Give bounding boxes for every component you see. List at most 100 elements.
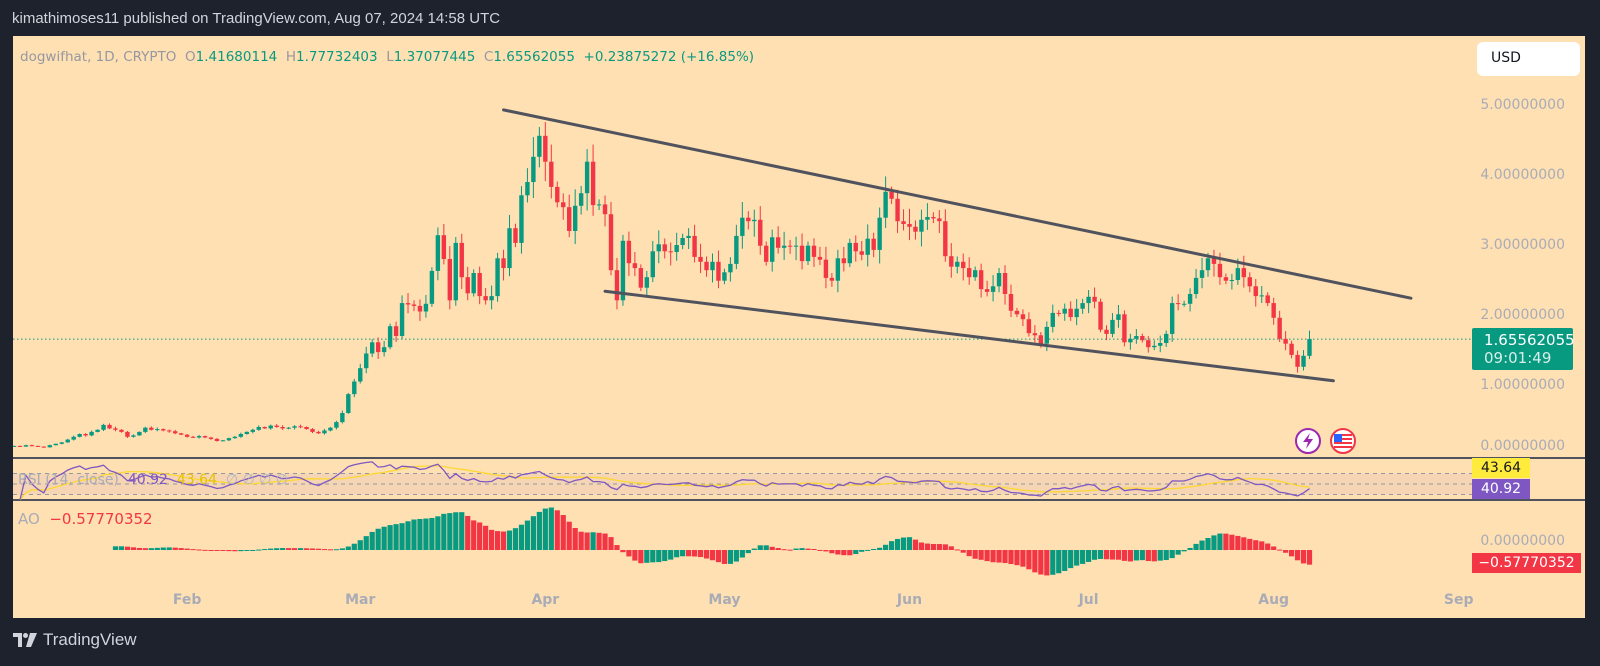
candle — [196, 434, 202, 439]
candle — [178, 432, 184, 436]
candle — [561, 193, 566, 220]
candle-body — [1187, 294, 1193, 304]
candle — [501, 249, 506, 281]
candle-body — [990, 286, 996, 292]
candle-body — [656, 244, 661, 252]
candle — [1175, 294, 1181, 311]
candle-body — [95, 429, 100, 432]
ao-bar — [381, 526, 387, 550]
candle-body — [740, 217, 745, 236]
candle-body — [955, 261, 960, 267]
ao-bar — [238, 550, 244, 552]
candle — [704, 256, 709, 277]
candle-body — [83, 434, 88, 436]
candle — [859, 240, 864, 261]
ao-bar — [1080, 550, 1086, 564]
ao-bar — [1157, 550, 1163, 561]
candle-body — [1295, 354, 1300, 367]
x-tick-label: Feb — [172, 592, 202, 608]
candle — [226, 437, 232, 442]
ao-bar — [1217, 533, 1223, 550]
candle — [184, 433, 190, 438]
ao-bar — [500, 531, 507, 550]
ao-bar — [650, 550, 656, 563]
candle — [865, 224, 870, 267]
candle — [871, 232, 876, 258]
symbol-label[interactable]: dogwifhat, 1D, CRYPTO — [20, 49, 177, 65]
candle-body — [1020, 314, 1026, 320]
candle — [692, 224, 697, 263]
rsi-extras: ∅ ∅ ∅ ∅ — [225, 472, 288, 488]
ao-bar — [268, 548, 274, 550]
ao-bar — [703, 550, 710, 559]
ao-bar — [1247, 538, 1253, 550]
candle — [465, 266, 470, 301]
ao-bar — [906, 537, 913, 550]
candle-body — [268, 425, 273, 429]
candle — [328, 426, 333, 432]
candle — [937, 210, 942, 234]
candle — [996, 267, 1002, 293]
ao-bar — [733, 550, 739, 562]
candle-body — [453, 242, 458, 301]
ao-legend[interactable]: AO −0.57770352 — [18, 510, 153, 528]
ao-bar — [423, 518, 429, 550]
candle — [668, 242, 673, 266]
ao-bar — [757, 545, 763, 550]
us-flag-icon[interactable] — [1330, 428, 1356, 454]
ao-bar — [847, 550, 853, 556]
ao-bar — [1086, 550, 1092, 562]
candle-body — [937, 218, 942, 222]
candle-body — [196, 436, 202, 438]
candle — [835, 249, 841, 293]
candle-body — [1110, 319, 1115, 334]
candle — [572, 189, 578, 245]
candle-body — [752, 219, 757, 222]
candle — [1247, 272, 1252, 293]
candle-body — [1271, 303, 1276, 318]
ao-bar — [1026, 550, 1032, 570]
candle-body — [250, 429, 255, 432]
candle-body — [769, 237, 775, 262]
ao-bar — [530, 516, 536, 550]
ao-bar — [1151, 550, 1157, 562]
candle — [1008, 284, 1014, 318]
candle-body — [1283, 338, 1288, 344]
candle — [1134, 329, 1139, 344]
chart-frame[interactable] — [13, 36, 1585, 618]
rsi-ma-axis-label: 43.64 — [1472, 458, 1530, 478]
candle — [584, 149, 590, 211]
candle — [59, 441, 64, 445]
candle — [1223, 273, 1229, 285]
ao-bar — [1163, 550, 1169, 561]
candle — [274, 424, 279, 428]
candle — [47, 444, 53, 448]
x-tick-label: Mar — [345, 592, 376, 608]
high-label: H — [285, 49, 296, 65]
ao-bar — [680, 550, 686, 557]
candle-body — [764, 245, 769, 262]
candle — [1128, 333, 1133, 350]
tradingview-logo[interactable]: TradingView — [13, 630, 137, 650]
lightning-icon[interactable] — [1295, 428, 1321, 454]
ao-bar — [560, 515, 566, 550]
ao-bar — [1181, 550, 1187, 552]
candle — [752, 209, 757, 237]
candle-body — [590, 161, 596, 206]
candle — [1080, 298, 1085, 314]
currency-button[interactable]: USD — [1477, 42, 1580, 76]
candle — [13, 445, 17, 447]
ao-bar — [1139, 550, 1145, 561]
rsi-legend[interactable]: RSI (14, close) 40.92 43.64 ∅ ∅ ∅ ∅ — [18, 472, 288, 488]
ao-bar — [315, 548, 322, 550]
ao-bar — [399, 523, 405, 550]
ao-bar — [626, 550, 632, 557]
ao-bar — [596, 532, 602, 550]
candle-body — [405, 303, 411, 305]
candle — [817, 246, 823, 266]
candle — [1140, 333, 1145, 343]
ao-bar — [184, 548, 190, 550]
ao-bar — [1032, 550, 1038, 573]
ao-bar — [435, 516, 441, 550]
